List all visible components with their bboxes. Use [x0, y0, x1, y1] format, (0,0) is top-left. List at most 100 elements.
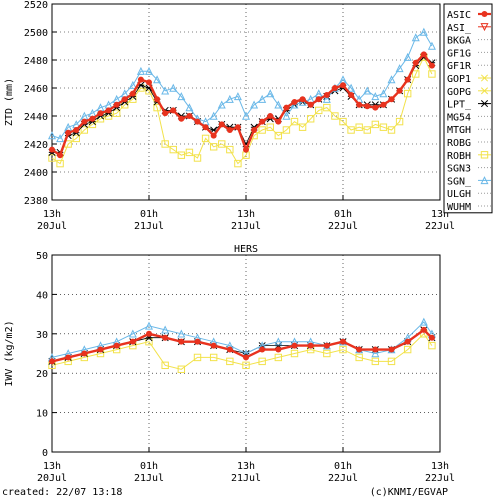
ztd-xtick-label: 21Jul [231, 221, 261, 232]
ztd-point-asic [348, 92, 355, 98]
ztd-point-sgn [322, 94, 331, 103]
ztd-ytick-label: 2500 [24, 28, 48, 39]
iwv-point-robh [242, 361, 250, 370]
iwv-point-asic [49, 358, 55, 365]
ztd-point-asic [57, 152, 64, 159]
legend-label: MG54 [447, 112, 471, 123]
iwv-point-asic [323, 342, 330, 349]
iwv-point-asic [356, 346, 363, 353]
ztd-point-sgn [411, 33, 420, 42]
ztd-xtick-label: 13h [431, 209, 449, 220]
iwv-point-asic [210, 342, 217, 349]
iwv-point-sgn [274, 337, 283, 346]
iwv-point-sgn [419, 317, 428, 326]
legend-marker [480, 23, 489, 32]
ztd-point-asic [315, 96, 322, 103]
ztd-point-sgn [128, 80, 137, 89]
iwv-point-asic [372, 346, 379, 353]
ztd-point-robh [428, 70, 436, 78]
ztd-point-asic [299, 96, 306, 103]
legend-label: SGN_ [447, 176, 472, 187]
legend-label: GF1G [447, 48, 471, 59]
legend-label: GOPG [447, 87, 471, 98]
ztd-ytick-label: 2400 [24, 168, 48, 179]
ztd-point-asic [81, 118, 88, 125]
copyright-credit: (c)KNMI/EGVAP [369, 487, 448, 498]
ztd-point-sgn [298, 97, 307, 106]
iwv-point-asic [243, 354, 249, 361]
iwv-xtick-label: 13h [237, 461, 255, 472]
iwv-chart-title: HERS [234, 244, 258, 255]
legend-marker [480, 74, 489, 82]
ztd-point-asic [396, 87, 403, 94]
legend-label: MTGH [447, 125, 471, 136]
ztd-point-asic [162, 110, 169, 117]
iwv-point-robh [403, 345, 412, 354]
ztd-point-sgn [169, 83, 178, 92]
legend-label: BKGA [447, 36, 471, 47]
ztd-point-robh [72, 134, 80, 143]
ztd-ytick-label: 2520 [24, 0, 48, 11]
ztd-point-robh [209, 143, 218, 151]
ztd-point-sgn [225, 94, 234, 103]
iwv-point-robh [258, 357, 266, 366]
ztd-xtick-label: 01h [140, 209, 158, 220]
ztd-point-asic [178, 115, 185, 122]
ztd-point-asic [323, 92, 330, 98]
ztd-series-robh-line [51, 56, 433, 165]
ztd-point-robh [339, 117, 347, 126]
ztd-point-robh [153, 103, 161, 112]
ztd-point-robh [258, 126, 266, 134]
ztd-point-asic [356, 101, 363, 108]
ztd-point-robh [201, 134, 210, 143]
ztd-point-robh [80, 126, 89, 134]
iwv-point-asic [388, 346, 395, 353]
legend-label: WUHM [447, 202, 471, 213]
iwv-point-robh [387, 357, 396, 366]
ztd-point-asic [275, 118, 282, 125]
ztd-point-robh [315, 106, 323, 115]
iwv-ytick-label: 30 [36, 330, 48, 341]
iwv-point-robh [209, 353, 218, 362]
legend-label: ASIC [447, 10, 471, 21]
ztd-xtick-label: 13h [237, 209, 255, 220]
ztd-xtick-label: 22Jul [425, 221, 455, 232]
legend-label: GOP1 [447, 74, 471, 85]
ztd-point-robh [387, 126, 396, 134]
ztd-point-sgn [161, 86, 170, 95]
ztd-point-asic [388, 96, 395, 103]
ztd-point-robh [185, 148, 194, 157]
iwv-xtick-label: 21Jul [231, 473, 261, 484]
iwv-xtick-label: 13h [431, 461, 449, 472]
ztd-ytick-label: 2480 [24, 56, 48, 67]
ztd-point-asic [251, 127, 258, 133]
ztd-point-asic [186, 113, 193, 119]
ztd-point-sgn [185, 103, 194, 112]
ztd-point-robh [412, 70, 420, 78]
ztd-point-robh [218, 140, 226, 148]
iwv-point-asic [146, 330, 152, 337]
ztd-series-sgn-line [51, 31, 433, 139]
ztd-point-robh [355, 123, 363, 131]
ztd-point-robh [161, 140, 169, 148]
ztd-point-sgn [419, 27, 428, 36]
ztd-point-asic [89, 115, 96, 122]
iwv-point-robh [226, 357, 234, 366]
iwv-point-asic [162, 334, 169, 341]
ztd-point-robh [169, 145, 177, 154]
ztd-point-robh [363, 126, 371, 134]
ztd-point-sgn [217, 100, 226, 109]
ztd-point-asic [420, 51, 427, 58]
iwv-ytick-label: 50 [36, 251, 48, 262]
iwv-point-asic [420, 326, 427, 333]
ztd-point-sgn [379, 89, 388, 98]
created-timestamp: created: 22/07 13:18 [2, 487, 123, 498]
iwv-point-sgn [144, 321, 154, 330]
iwv-xtick-label: 22Jul [425, 473, 455, 484]
ztd-point-sgn [144, 66, 154, 75]
iwv-point-robh [193, 353, 202, 362]
iwv-point-asic [129, 338, 136, 345]
iwv-point-asic [404, 338, 411, 345]
